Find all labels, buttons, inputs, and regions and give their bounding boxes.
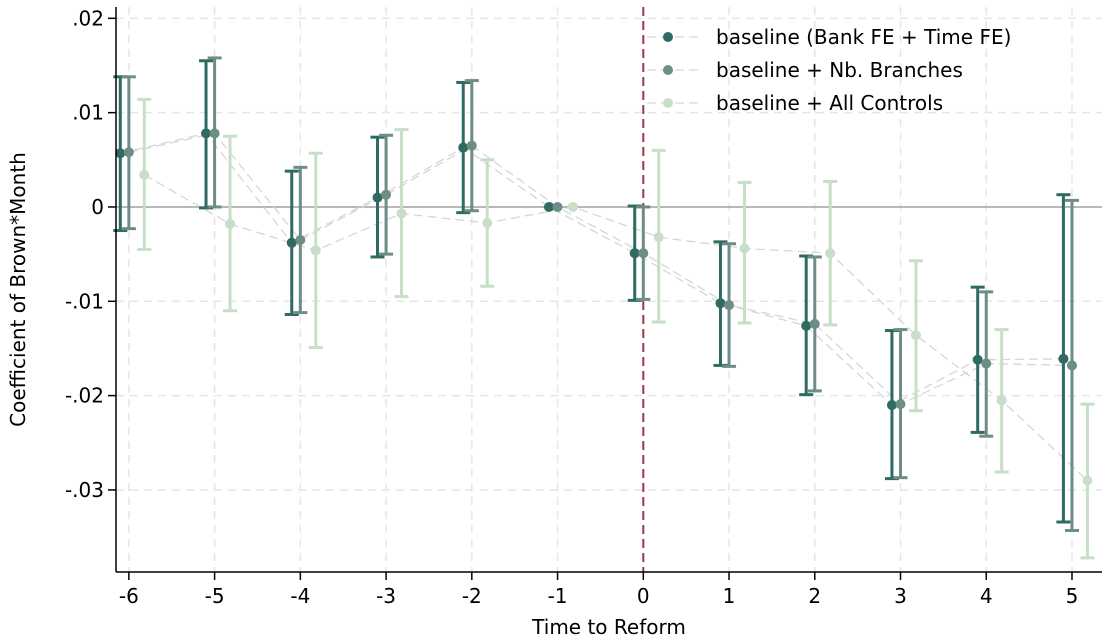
y-tick-label: .01: [72, 101, 104, 125]
y-tick-label: -.03: [65, 478, 104, 502]
x-tick-label: -3: [376, 584, 396, 608]
legend: baseline (Bank FE + Time FE) baseline + N…: [647, 25, 1011, 115]
x-tick-label: -6: [119, 584, 139, 608]
data-point: [801, 320, 812, 331]
legend-marker: [663, 98, 673, 108]
legend-entry: baseline + All Controls: [647, 91, 943, 115]
data-point: [996, 395, 1007, 406]
data-point: [552, 201, 563, 212]
data-point: [1066, 360, 1077, 371]
legend-entry: baseline + Nb. Branches: [647, 58, 963, 82]
x-tick-label: -4: [290, 584, 310, 608]
legend-marker: [663, 65, 673, 75]
y-tick-label: 0: [91, 195, 104, 219]
data-point: [201, 128, 212, 139]
x-tick-label: -2: [462, 584, 482, 608]
data-point: [372, 192, 383, 203]
y-tick-label: -.01: [65, 289, 104, 313]
legend-label: baseline (Bank FE + Time FE): [716, 25, 1011, 49]
data-point: [972, 354, 983, 365]
legend-marker: [663, 32, 673, 42]
reference-lines: [116, 7, 1102, 572]
data-point: [638, 248, 649, 259]
data-point: [1082, 475, 1093, 486]
data-point: [123, 147, 134, 158]
data-point: [629, 248, 640, 259]
x-tick-label: 2: [808, 584, 821, 608]
tick-labels: .02 .01 0 -.01 -.02 -.03 -6 -5 -4 -3 -2 -1 0 1 2 3 4 5: [65, 6, 1078, 608]
data-point: [295, 234, 306, 245]
data-point: [115, 148, 126, 159]
data-point: [286, 237, 297, 248]
data-point: [886, 400, 897, 411]
confidence-intervals: [113, 56, 1095, 560]
data-point: [458, 142, 469, 153]
x-tick-label: 5: [1066, 584, 1079, 608]
x-tick-label: 1: [723, 584, 736, 608]
data-point: [225, 218, 236, 229]
data-point: [396, 208, 407, 219]
data-point: [910, 330, 921, 341]
data-point: [209, 128, 220, 139]
data-point: [466, 140, 477, 151]
legend-entry: baseline (Bank FE + Time FE): [647, 25, 1011, 49]
series-connector-lines: [120, 132, 1088, 481]
x-tick-label: 4: [980, 584, 993, 608]
data-point: [381, 189, 392, 200]
data-point: [739, 243, 750, 254]
legend-label: baseline + All Controls: [716, 91, 943, 115]
x-tick-label: 3: [894, 584, 907, 608]
data-points: [115, 128, 1093, 486]
data-point: [482, 218, 493, 229]
y-tick-label: -.02: [65, 384, 104, 408]
data-point: [653, 232, 664, 243]
data-point: [139, 169, 150, 180]
x-tick-label: -5: [205, 584, 225, 608]
data-point: [724, 300, 735, 311]
legend-label: baseline + Nb. Branches: [716, 58, 963, 82]
grid-lines: [116, 7, 1102, 572]
data-point: [310, 245, 321, 256]
series-3-connector: [143, 174, 1088, 481]
data-point: [543, 201, 554, 212]
x-axis-title: Time to Reform: [531, 615, 686, 639]
series-2-connector: [128, 132, 1073, 405]
data-point: [825, 248, 836, 259]
data-point: [895, 399, 906, 410]
data-point: [981, 358, 992, 369]
data-point: [715, 298, 726, 309]
data-point: [1058, 353, 1069, 364]
y-axis-title: Coefficient of Brown*Month: [6, 152, 30, 427]
y-tick-label: .02: [72, 6, 104, 30]
data-point: [809, 318, 820, 329]
data-point: [567, 201, 578, 212]
x-tick-label: 0: [637, 584, 650, 608]
series-1-connector: [120, 132, 1064, 406]
axes: [108, 7, 1102, 580]
x-tick-label: -1: [548, 584, 568, 608]
